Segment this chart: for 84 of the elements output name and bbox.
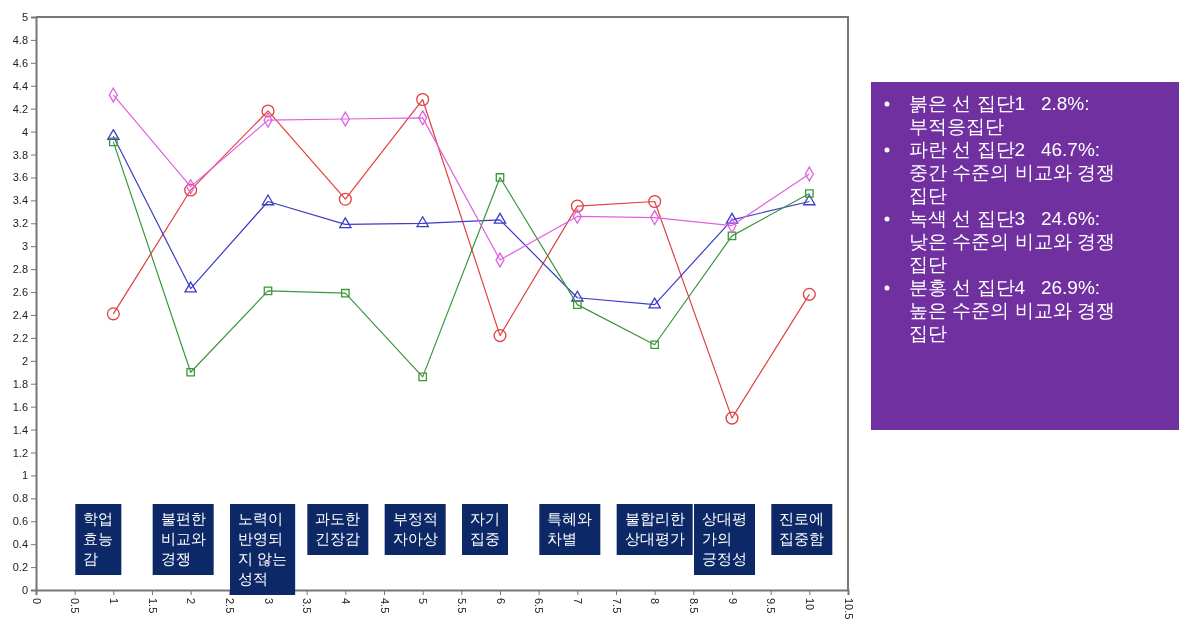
point: [184, 281, 197, 293]
x-tick-label: 1: [107, 598, 120, 605]
x-tick-label: 5: [417, 598, 430, 605]
y-tick-label: 0.4: [12, 538, 28, 551]
y-tick-label: 3.8: [12, 148, 28, 161]
y-tick-label: 2.6: [12, 286, 28, 299]
y-tick-label: 4.6: [12, 56, 28, 69]
point: [570, 199, 584, 213]
y-tick-label: 3.2: [12, 217, 28, 230]
y-tick-label: 2: [21, 354, 28, 367]
point: [416, 216, 429, 228]
annotation: 자기 집중: [470, 510, 500, 547]
y-tick-label: 4.8: [12, 33, 28, 46]
y-tick-label: 3.4: [12, 194, 28, 207]
x-tick-label: 4.5: [378, 598, 391, 614]
annotation: 부정적 자아상: [392, 510, 438, 547]
point: [416, 92, 430, 107]
y-tick-label: 3: [21, 240, 28, 253]
point: [572, 300, 582, 309]
y-tick-label: 5: [21, 11, 28, 24]
point: [339, 217, 352, 229]
annotation: 상대평 가의 긍정성: [702, 510, 747, 567]
point: [340, 288, 350, 298]
x-tick-label: 7.5: [610, 598, 623, 614]
x-tick-label: 8.5: [687, 598, 700, 614]
y-tick-label: 1.2: [12, 446, 28, 459]
x-tick-label: 2.5: [223, 598, 236, 614]
x-tick-label: 10: [803, 598, 816, 611]
x-tick-label: 8: [649, 598, 662, 605]
y-tick-label: 3.6: [12, 171, 28, 184]
y-tick-label: 4.4: [12, 79, 28, 92]
point: [493, 329, 507, 343]
x-tick-label: 3: [262, 598, 275, 605]
point: [648, 194, 662, 209]
point: [418, 372, 428, 382]
x-tick-label: 9: [726, 598, 739, 605]
x-tick-label: 1.5: [146, 598, 159, 614]
point: [648, 297, 661, 309]
text: 붉은 선 집단1 2.8%: 부적응집단: [909, 93, 1090, 137]
y-tick-label: 2.4: [12, 308, 28, 321]
annotation: 진로에 집중함: [779, 510, 825, 547]
y-tick-label: 2.2: [12, 331, 28, 344]
y-tick-label: 1.8: [12, 377, 28, 390]
annotation: 노력이 반영되 지 않는 성적: [238, 510, 288, 587]
x-tick-label: 3.5: [301, 598, 314, 614]
annotation: 불합리한 상대평가: [624, 510, 685, 547]
text: 녹색 선 집단3 24.6%: 낮은 수준의 비교와 경쟁 집단: [909, 208, 1115, 275]
point: [725, 411, 739, 425]
y-tick-label: 4.2: [12, 102, 28, 115]
point: [108, 137, 118, 147]
y-tick-label: 4: [21, 125, 28, 138]
x-tick-label: 6: [494, 598, 507, 605]
x-tick-label: 0.5: [69, 598, 82, 614]
annotation: 특혜와 차별: [547, 510, 593, 547]
point: [804, 189, 814, 198]
point: [106, 307, 120, 321]
x-tick-label: 6.5: [533, 598, 546, 614]
x-tick-label: 5.5: [455, 598, 468, 614]
point: [650, 340, 660, 350]
y-tick-label: 0.8: [12, 492, 28, 505]
point: [338, 192, 352, 206]
x-tick-label: 9.5: [765, 598, 778, 614]
y-tick-label: 0.6: [12, 515, 28, 528]
x-tick-label: 10.5: [842, 598, 855, 620]
x-tick-label: 2: [185, 598, 198, 605]
x-tick-label: 4: [339, 598, 352, 605]
point: [493, 212, 507, 224]
point: [186, 367, 196, 377]
text: 파란 선 집단2 46.7%: 중간 수준의 비교와 경쟁 집단: [909, 139, 1115, 206]
annotation: 학업 효능 감: [83, 510, 114, 567]
annotation: 과도한 긴장감: [315, 510, 361, 547]
point: [261, 194, 275, 206]
y-tick-label: 0.2: [12, 561, 28, 574]
x-tick-label: 0: [30, 598, 43, 605]
x-tick-label: 7: [571, 598, 584, 605]
y-tick-label: 1.4: [12, 423, 28, 436]
y-tick-label: 1.6: [12, 400, 28, 413]
y-tick-label: 1: [21, 469, 28, 482]
y-tick-label: 0: [21, 584, 28, 597]
annotation: 불편한 비교와 경쟁: [160, 510, 206, 567]
point: [802, 287, 816, 301]
y-tick-label: 2.8: [12, 263, 28, 276]
point: [495, 173, 505, 182]
text: 분홍 선 집단4 26.9%: 높은 수준의 비교와 경쟁 집단: [909, 277, 1115, 344]
